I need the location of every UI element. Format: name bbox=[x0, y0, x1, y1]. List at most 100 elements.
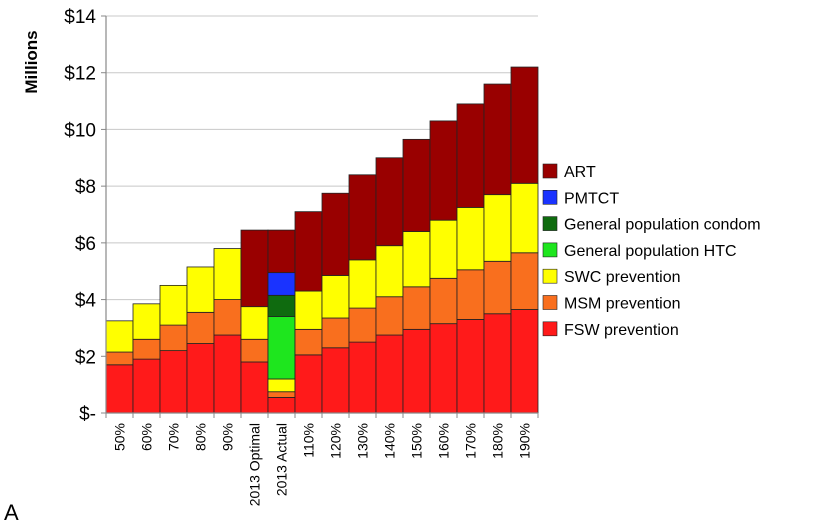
bar-segment-art bbox=[240, 229, 269, 308]
legend-swatch-msm-prevention bbox=[542, 295, 558, 310]
panel-label: A bbox=[4, 500, 19, 525]
x-tick-label: 50% bbox=[112, 423, 128, 451]
x-tick-label: 180% bbox=[490, 423, 506, 459]
legend-label-msm-prevention: MSM prevention bbox=[564, 296, 681, 313]
bar-segment-art bbox=[456, 103, 485, 208]
legend-label-general-population-htc: General population HTC bbox=[564, 243, 737, 260]
x-tick-label: 110% bbox=[301, 423, 317, 458]
bar-segment-fsw-prevention bbox=[429, 323, 458, 414]
legend-label-swc-prevention: SWC prevention bbox=[564, 269, 681, 286]
bar-segment-art bbox=[483, 83, 512, 196]
x-tick-label: 80% bbox=[193, 423, 209, 451]
bar-segment-msm-prevention bbox=[186, 311, 215, 344]
x-tick-label: 170% bbox=[463, 423, 479, 459]
bar-segment-swc-prevention bbox=[213, 248, 242, 300]
bar-segment-fsw-prevention bbox=[456, 319, 485, 414]
legend-swatch-swc-prevention bbox=[542, 268, 558, 284]
y-tick-label: $10 bbox=[64, 120, 96, 141]
legend-label-art: ART bbox=[564, 164, 596, 181]
bar-segment-fsw-prevention bbox=[213, 334, 242, 414]
bar-segment-fsw-prevention bbox=[267, 397, 296, 414]
y-tick-label: $2 bbox=[75, 347, 96, 368]
bar-segment-art bbox=[267, 229, 296, 274]
bar-segment-swc-prevention bbox=[483, 194, 512, 262]
bar-segment-swc-prevention bbox=[510, 182, 539, 254]
bar-segment-swc-prevention bbox=[267, 378, 296, 393]
bar-segment-msm-prevention bbox=[132, 338, 161, 360]
bar-segment-swc-prevention bbox=[294, 290, 323, 330]
bar-segment-fsw-prevention bbox=[483, 313, 512, 414]
bar-segment-general-population-htc bbox=[267, 316, 296, 380]
y-tick-label: $14 bbox=[64, 7, 96, 28]
x-tick-label: 70% bbox=[166, 423, 182, 451]
bar-segment-msm-prevention bbox=[456, 269, 485, 320]
bar-segment-swc-prevention bbox=[348, 259, 377, 309]
bar-segment-art bbox=[375, 157, 404, 247]
bar-segment-swc-prevention bbox=[456, 207, 485, 271]
bar-segment-msm-prevention bbox=[510, 252, 539, 310]
bar-segment-msm-prevention bbox=[213, 299, 242, 336]
legend-label-general-population-condom: General population condom bbox=[564, 217, 761, 234]
legend-swatch-pmtct bbox=[542, 190, 558, 205]
bar-segment-msm-prevention bbox=[159, 324, 188, 352]
bar-segment-swc-prevention bbox=[186, 266, 215, 313]
bar-segment-swc-prevention bbox=[429, 219, 458, 279]
bar-segment-swc-prevention bbox=[159, 284, 188, 326]
x-tick-label: 140% bbox=[382, 423, 398, 459]
x-tick-label: 130% bbox=[355, 423, 371, 459]
bar-segment-fsw-prevention bbox=[186, 343, 215, 414]
x-tick-label: 150% bbox=[409, 423, 425, 459]
bar-segment-fsw-prevention bbox=[348, 341, 377, 414]
x-tick-label: 120% bbox=[328, 423, 344, 459]
bar-segment-fsw-prevention bbox=[402, 328, 431, 414]
x-tick-label: 2013 Optimal bbox=[247, 423, 263, 506]
bar-segment-swc-prevention bbox=[402, 231, 431, 288]
bar-segment-fsw-prevention bbox=[375, 334, 404, 414]
bar-segment-fsw-prevention bbox=[294, 354, 323, 414]
bar-segment-msm-prevention bbox=[348, 307, 377, 343]
bar-segment-msm-prevention bbox=[375, 296, 404, 336]
bar-segment-swc-prevention bbox=[132, 303, 161, 340]
bar-segment-fsw-prevention bbox=[159, 350, 188, 414]
bar-segment-msm-prevention bbox=[240, 338, 269, 363]
bar-segment-msm-prevention bbox=[402, 286, 431, 330]
bar-segment-msm-prevention bbox=[321, 317, 350, 349]
x-tick-label: 60% bbox=[139, 423, 155, 451]
bar-segment-art bbox=[321, 192, 350, 276]
bar-segment-msm-prevention bbox=[267, 391, 296, 398]
legend-label-pmtct: PMTCT bbox=[564, 190, 619, 207]
legend-swatch-art bbox=[542, 163, 558, 179]
bar-segment-swc-prevention bbox=[240, 306, 269, 340]
y-tick-label: $4 bbox=[75, 291, 97, 312]
bar-segment-fsw-prevention bbox=[132, 358, 161, 414]
bar-segment-fsw-prevention bbox=[105, 364, 134, 414]
y-tick-label: $12 bbox=[64, 64, 96, 85]
x-tick-label: 160% bbox=[436, 423, 452, 459]
x-tick-label: 90% bbox=[220, 423, 236, 451]
bar-segment-fsw-prevention bbox=[321, 347, 350, 414]
bar-segment-msm-prevention bbox=[429, 277, 458, 325]
y-tick-label: $- bbox=[79, 404, 96, 425]
legend-swatch-general-population-condom bbox=[542, 216, 558, 231]
bar-segment-general-population-condom bbox=[267, 294, 296, 317]
bar-segment-pmtct bbox=[267, 272, 296, 296]
bar-segment-fsw-prevention bbox=[240, 361, 269, 414]
bar-segment-swc-prevention bbox=[105, 320, 134, 353]
bar-segment-msm-prevention bbox=[294, 328, 323, 356]
bar-segment-fsw-prevention bbox=[510, 309, 539, 414]
bar-segment-msm-prevention bbox=[105, 351, 134, 366]
x-tick-label: 190% bbox=[517, 423, 533, 459]
bar-segment-art bbox=[402, 138, 431, 232]
y-tick-label: $6 bbox=[75, 234, 96, 255]
bar-segment-art bbox=[510, 66, 539, 184]
y-axis-label: Millions bbox=[22, 30, 41, 93]
bar-segment-art bbox=[429, 120, 458, 221]
legend-swatch-fsw-prevention bbox=[542, 321, 558, 337]
bar-segment-swc-prevention bbox=[375, 245, 404, 298]
y-tick-label: $8 bbox=[75, 177, 96, 198]
bar-segment-art bbox=[348, 174, 377, 261]
bar-segment-swc-prevention bbox=[321, 275, 350, 319]
legend-swatch-general-population-htc bbox=[542, 242, 558, 258]
bar-segment-msm-prevention bbox=[483, 260, 512, 315]
